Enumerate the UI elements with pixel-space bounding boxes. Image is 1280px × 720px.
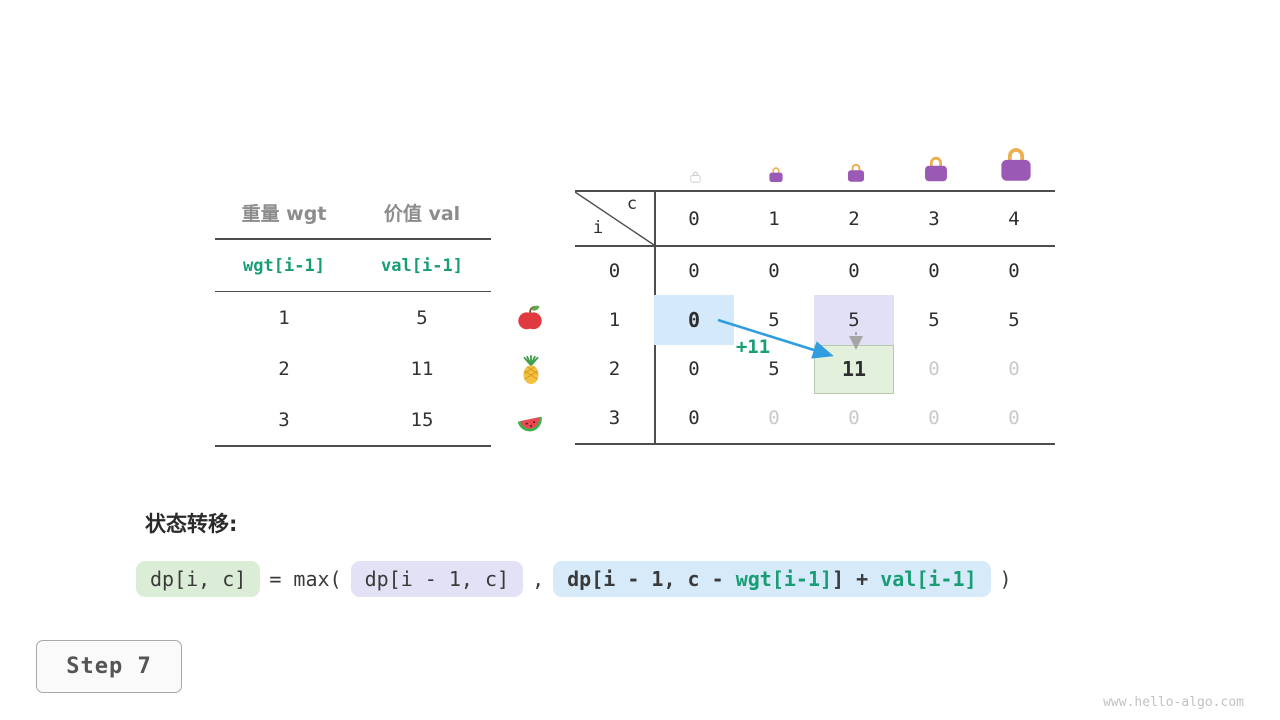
formula-equals-max: = max( <box>269 567 342 591</box>
dp-col-header-4: 4 <box>1008 207 1020 230</box>
pineapple-icon <box>516 355 546 385</box>
dp-cell-3-3: 0 <box>928 407 940 430</box>
formula-comma: , <box>532 567 545 591</box>
dp-table-header-line <box>575 245 1055 247</box>
dp-cell-3-4: 0 <box>1008 407 1020 430</box>
dp-cell-2-0: 0 <box>688 358 700 381</box>
corner-diagonal-line <box>575 192 654 245</box>
item-3-weight: 3 <box>278 408 290 431</box>
dp-cell-1-3: 5 <box>928 308 940 331</box>
dp-cell-0-3: 0 <box>928 259 940 282</box>
dp-cell-2-4: 0 <box>1008 358 1020 381</box>
dp-cell-1-2: 5 <box>814 295 894 345</box>
plus-value-label: +11 <box>735 336 771 358</box>
item-1-value: 5 <box>416 306 428 329</box>
dp-cells-grid: 0 0 0 0 0 0 5 5 5 5 0 5 11 0 0 0 0 0 0 0 <box>654 246 1054 443</box>
dp-row-header-1: 1 <box>608 308 621 331</box>
bag-capacity-0-icon <box>689 170 702 183</box>
term-dp-skip: dp[i - 1, c] <box>350 561 524 597</box>
dp-row-header-0: 0 <box>608 259 621 282</box>
item-row-1: 1 5 <box>215 292 491 343</box>
item-1-weight: 1 <box>278 306 290 329</box>
dp-col-header-3: 3 <box>928 207 940 230</box>
dp-row-header-3: 3 <box>608 407 621 430</box>
term-take-val: val[i-1] <box>880 567 977 591</box>
item-table: 重量 wgt 价值 val wgt[i-1] val[i-1] 1 5 2 11… <box>215 186 491 447</box>
dp-cell-2-3: 0 <box>928 358 940 381</box>
term-take-mid: ] + <box>832 567 881 591</box>
item-table-header-val: 价值 val <box>383 202 461 225</box>
term-take-prefix: dp[i - 1, c - <box>567 567 736 591</box>
dp-row-headers: 0 1 2 3 <box>575 246 654 443</box>
dp-cell-1-0: 0 <box>654 295 734 345</box>
item-row-3: 3 15 <box>215 394 491 445</box>
dp-col-header-2: 2 <box>848 207 860 230</box>
item-table-formula-val: val[i-1] <box>381 255 463 276</box>
bag-capacity-4-icon <box>996 143 1036 183</box>
term-dp-take: dp[i - 1, c - wgt[i-1]] + val[i-1] <box>553 561 991 597</box>
dp-cell-0-0: 0 <box>688 259 700 282</box>
item-table-header-wgt: 重量 wgt <box>241 202 327 225</box>
item-table-formula-wgt: wgt[i-1] <box>243 255 325 276</box>
item-table-header-row: 重量 wgt 价值 val <box>215 186 491 240</box>
item-3-value: 15 <box>410 408 434 431</box>
formula-close-paren: ) <box>999 567 1012 591</box>
term-take-wgt: wgt[i-1] <box>735 567 833 591</box>
dp-cell-0-4: 0 <box>1008 259 1020 282</box>
dp-cell-0-1: 0 <box>768 259 780 282</box>
dp-col-header-1: 1 <box>768 207 780 230</box>
dp-cell-3-2: 0 <box>848 407 860 430</box>
dp-cell-2-2: 11 <box>814 344 894 394</box>
transition-title: 状态转移: <box>145 512 238 536</box>
bag-capacity-2-icon <box>845 161 867 183</box>
dp-cell-2-1: 5 <box>768 358 780 381</box>
item-table-formula-row: wgt[i-1] val[i-1] <box>215 240 491 292</box>
dp-col-header-0: 0 <box>688 207 700 230</box>
bag-capacity-1-icon <box>767 165 785 183</box>
item-2-weight: 2 <box>278 357 290 380</box>
transition-formula: dp[i, c] = max( dp[i - 1, c] , dp[i - 1,… <box>136 561 1012 597</box>
dp-column-headers: 0 1 2 3 4 <box>654 192 1054 245</box>
dp-cell-1-4: 5 <box>1008 308 1020 331</box>
corner-label-c: c <box>626 194 638 214</box>
dp-cell-3-0: 0 <box>688 407 700 430</box>
step-badge: Step 7 <box>36 640 182 693</box>
corner-label-i: i <box>592 218 604 238</box>
apple-icon <box>515 303 545 333</box>
bag-capacity-3-icon <box>921 153 951 183</box>
dp-cell-3-1: 0 <box>768 407 780 430</box>
watermelon-icon <box>515 406 545 436</box>
watermark: www.hello-algo.com <box>1103 695 1244 710</box>
dp-table: c i 0 1 2 3 4 0 1 2 3 0 0 0 0 0 0 5 5 5 … <box>575 190 1055 445</box>
dp-row-header-2: 2 <box>608 358 621 381</box>
item-2-value: 11 <box>410 357 434 380</box>
term-dp-current: dp[i, c] <box>136 561 261 597</box>
item-row-2: 2 11 <box>215 343 491 394</box>
dp-cell-0-2: 0 <box>848 259 860 282</box>
